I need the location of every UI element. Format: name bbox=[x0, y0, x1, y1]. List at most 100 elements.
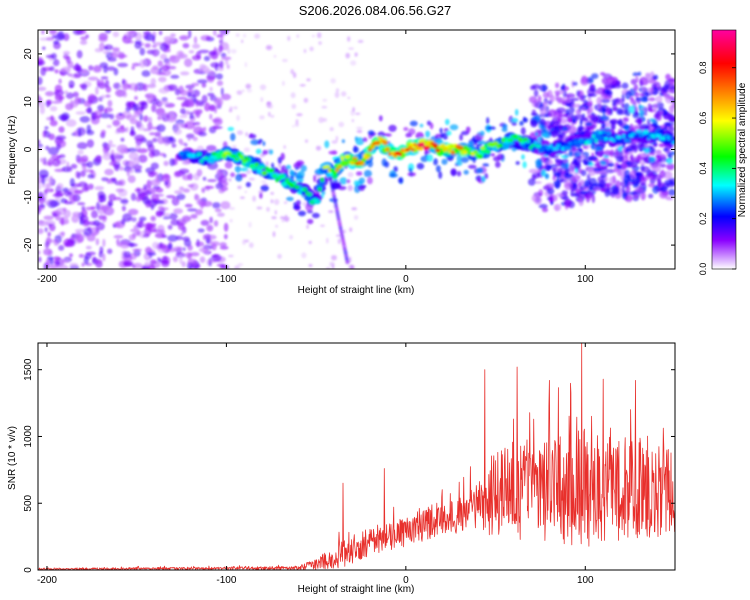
heatmap-cell bbox=[629, 105, 636, 114]
heatmap-cell bbox=[209, 113, 213, 120]
heatmap-cell bbox=[210, 241, 220, 247]
heatmap-cell bbox=[342, 247, 347, 252]
heatmap-cell bbox=[587, 114, 595, 119]
heatmap-cell bbox=[377, 136, 383, 140]
heatmap-cell bbox=[533, 89, 539, 98]
heatmap-cell bbox=[84, 183, 89, 191]
heatmap-cell bbox=[565, 93, 576, 98]
heatmap-cell bbox=[221, 177, 226, 185]
heatmap-cell bbox=[550, 129, 559, 138]
heatmap-cell bbox=[96, 201, 100, 211]
heatmap-cell bbox=[167, 243, 173, 250]
heatmap-cell bbox=[280, 152, 285, 161]
heatmap-cell bbox=[476, 167, 484, 174]
heatmap-cell bbox=[166, 195, 176, 199]
heatmap-cell bbox=[606, 130, 612, 136]
heatmap-cell bbox=[283, 216, 290, 222]
heatmap-cell bbox=[596, 161, 601, 168]
heatmap-cell bbox=[261, 180, 267, 184]
heatmap-cell bbox=[142, 196, 150, 205]
heatmap-cell bbox=[561, 190, 568, 196]
heatmap-cell bbox=[216, 80, 224, 86]
heatmap-cell bbox=[87, 93, 97, 102]
heatmap-cell bbox=[186, 133, 195, 139]
heatmap-cell bbox=[576, 197, 583, 202]
colorbar-ticks: 0.0 0.2 0.4 0.6 0.8 bbox=[698, 61, 736, 275]
heatmap-cell bbox=[199, 256, 206, 264]
heatmap-cell bbox=[128, 151, 139, 161]
heatmap-cell bbox=[55, 135, 67, 141]
heatmap-cell bbox=[274, 210, 277, 215]
heatmap-cell bbox=[186, 109, 190, 115]
heatmap-cell bbox=[329, 261, 335, 267]
heatmap-cell bbox=[267, 111, 271, 117]
snr-x-tick-label: 0 bbox=[403, 575, 409, 586]
heatmap-cell bbox=[615, 162, 619, 166]
heatmap-cell bbox=[362, 137, 368, 142]
heatmap-cell bbox=[98, 36, 108, 43]
heatmap-cell bbox=[319, 180, 326, 186]
heatmap-cell bbox=[331, 255, 337, 261]
heatmap-cell bbox=[330, 185, 335, 190]
heatmap-cell bbox=[312, 34, 315, 38]
heatmap-cell bbox=[337, 185, 347, 191]
snr-y-tick-label: 1500 bbox=[23, 358, 34, 381]
heatmap-cell bbox=[272, 231, 276, 237]
heatmap-cell bbox=[155, 200, 165, 205]
heatmap-cell bbox=[609, 119, 617, 124]
heatmap-cell bbox=[44, 126, 49, 130]
heatmap-cell bbox=[169, 55, 176, 61]
heatmap-cell bbox=[56, 183, 64, 190]
heatmap-cell bbox=[105, 94, 111, 98]
heatmap-cell bbox=[348, 47, 354, 50]
heatmap-cell bbox=[79, 116, 91, 123]
heatmap-cell bbox=[155, 193, 165, 197]
heatmap-cell bbox=[144, 43, 151, 48]
heatmap-cell bbox=[158, 207, 169, 211]
heatmap-cell bbox=[58, 245, 65, 251]
heatmap-cell bbox=[152, 241, 160, 250]
heatmap-cell bbox=[659, 163, 666, 168]
heatmap-cell bbox=[341, 91, 347, 97]
heatmap-cell bbox=[227, 126, 235, 132]
heatmap-cell bbox=[565, 146, 572, 151]
heatmap-cell bbox=[265, 161, 269, 168]
heatmap-cell bbox=[534, 196, 542, 205]
heatmap-cell bbox=[521, 154, 525, 160]
heatmap-cell bbox=[189, 252, 200, 257]
heatmap-cell bbox=[161, 173, 171, 183]
heatmap-cell bbox=[63, 33, 70, 41]
heatmap-cell bbox=[363, 169, 372, 178]
heatmap-cell bbox=[289, 234, 294, 240]
heatmap-cell bbox=[192, 121, 201, 126]
heatmap-y-tick-label: 0 bbox=[23, 146, 34, 152]
heatmap-cell bbox=[229, 106, 233, 110]
heatmap-cell bbox=[131, 248, 143, 252]
heatmap-cell bbox=[305, 203, 314, 212]
heatmap-cell bbox=[624, 109, 631, 117]
heatmap-cell bbox=[81, 163, 87, 171]
heatmap-cell bbox=[230, 48, 237, 54]
heatmap-cell bbox=[156, 212, 165, 216]
heatmap-cell bbox=[181, 160, 191, 165]
heatmap-cell bbox=[313, 174, 317, 183]
colorbar-tick-label: 0.0 bbox=[698, 263, 708, 276]
heatmap-cell bbox=[666, 95, 675, 100]
heatmap-cell bbox=[128, 234, 136, 241]
heatmap-cell bbox=[148, 116, 153, 124]
heatmap-cell bbox=[668, 151, 675, 156]
heatmap-cell bbox=[198, 131, 207, 137]
heatmap-cell bbox=[287, 35, 291, 42]
heatmap-cell bbox=[314, 199, 321, 205]
heatmap-cell bbox=[83, 169, 94, 173]
heatmap-cell bbox=[138, 154, 148, 163]
heatmap-cell bbox=[633, 134, 640, 139]
heatmap-cell bbox=[329, 179, 334, 184]
heatmap-cell bbox=[181, 156, 188, 161]
heatmap-x-tick-label: 100 bbox=[577, 274, 594, 285]
heatmap-cell bbox=[659, 182, 666, 187]
heatmap-cell bbox=[564, 167, 570, 176]
heatmap-cell bbox=[85, 245, 92, 250]
heatmap-cell bbox=[169, 158, 176, 167]
heatmap-cell bbox=[203, 55, 211, 62]
